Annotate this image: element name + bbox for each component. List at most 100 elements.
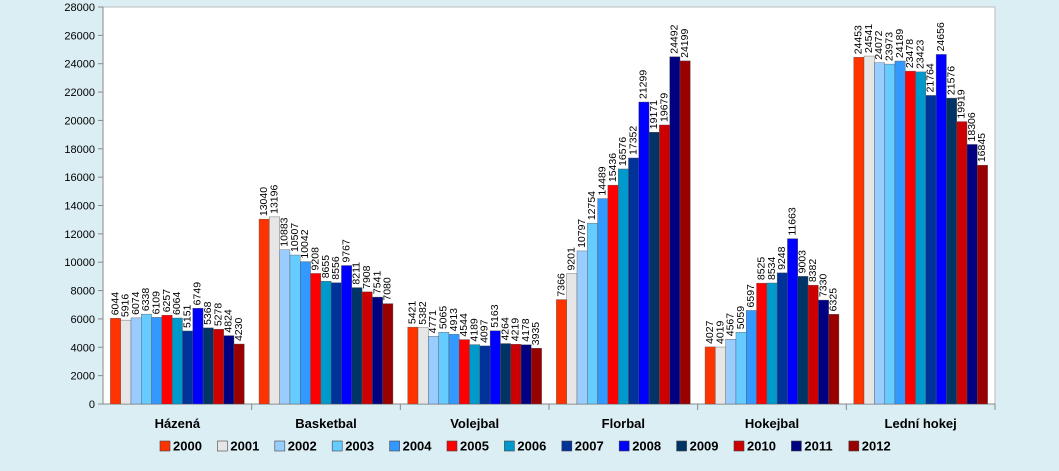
value-label: 4189 [468,318,480,342]
bar [597,198,609,405]
legend-swatch [504,440,515,452]
value-label: 4913 [448,308,460,332]
value-label: 10042 [299,229,311,258]
value-label: 6044 [109,292,121,316]
bar [766,282,778,405]
bar [556,299,567,405]
bar [874,62,885,405]
bar [807,284,819,405]
legend-label: 2010 [747,438,776,453]
value-label: 5368 [202,301,214,325]
bar [428,336,439,405]
value-label: 6064 [171,292,183,316]
bar [300,261,311,405]
value-label: 17352 [627,126,639,155]
bar [479,345,491,405]
value-label: 5421 [407,301,419,325]
value-label: 4824 [223,309,235,333]
value-label: 6597 [745,284,757,308]
bar [489,330,501,405]
bar [628,157,639,405]
value-label: 14489 [597,166,609,195]
bar [438,331,450,405]
value-label: 9248 [776,246,788,270]
value-label: 8211 [351,262,363,285]
y-tick-label: 20000 [64,115,95,127]
bar [607,184,619,405]
y-tick-label: 22000 [64,87,95,99]
bar [279,249,291,405]
value-label: 4230 [233,318,245,342]
bar [469,344,481,405]
x-tick-label: Hokejbal [745,416,799,431]
value-label: 7366 [555,273,567,297]
legend-swatch [331,440,343,452]
y-tick-label: 4000 [71,342,95,354]
bar [417,327,429,405]
value-label: 24541 [863,24,875,53]
bar [679,60,691,405]
bar [310,273,322,405]
value-label: 13196 [268,185,280,214]
legend-label: 2008 [632,438,661,453]
bar [202,327,214,405]
value-label: 5163 [489,304,501,328]
x-tick-label: Florbal [602,416,645,431]
value-label: 8382 [807,259,819,283]
bar [853,57,865,405]
x-tick-label: Basketbal [295,416,356,431]
bar [520,344,532,405]
y-tick-label: 18000 [64,144,95,156]
y-tick-label: 12000 [64,229,95,241]
value-label: 8534 [766,256,778,280]
value-label: 24072 [873,30,885,59]
legend-label: 2006 [517,438,546,453]
value-label: 5278 [212,303,224,327]
bar [884,63,896,405]
legend-swatch [618,440,630,452]
value-label: 8556 [330,256,342,280]
bar [233,343,245,405]
bar [351,287,363,405]
bar [776,272,788,405]
value-label: 13040 [258,187,270,216]
value-label: 12754 [586,191,598,220]
value-label: 6325 [828,288,840,312]
value-label: 9201 [566,247,578,271]
bar [735,332,747,405]
value-label: 21576 [945,66,957,95]
value-label: 4771 [427,310,439,334]
bar [141,313,152,405]
bar [382,303,394,405]
bar [130,317,142,405]
bar [289,254,301,405]
value-label: 16845 [976,133,988,162]
legend-swatch [791,440,802,452]
bar [330,282,342,405]
value-label: 4097 [479,319,491,343]
value-label: 24189 [894,29,906,58]
value-label: 5151 [181,304,193,328]
value-label: 15436 [607,153,619,182]
bar [151,317,163,405]
value-label: 23423 [914,40,926,69]
bar [946,97,957,405]
y-tick-label: 6000 [71,314,95,326]
value-label: 9767 [340,239,352,263]
bar [828,314,840,405]
value-label: 7080 [382,277,394,301]
bar [320,281,332,405]
value-label: 4219 [510,318,522,342]
value-label: 6338 [140,288,152,312]
value-label: 19171 [648,100,660,129]
value-label: 10797 [576,219,588,248]
bar [223,335,235,405]
plot-area [102,6,996,405]
legend-swatch [848,440,860,452]
value-label: 5382 [417,301,429,325]
bar [905,70,916,405]
value-label: 5059 [735,306,747,330]
value-label: 23478 [904,39,916,68]
legend-label: 2011 [804,438,832,453]
